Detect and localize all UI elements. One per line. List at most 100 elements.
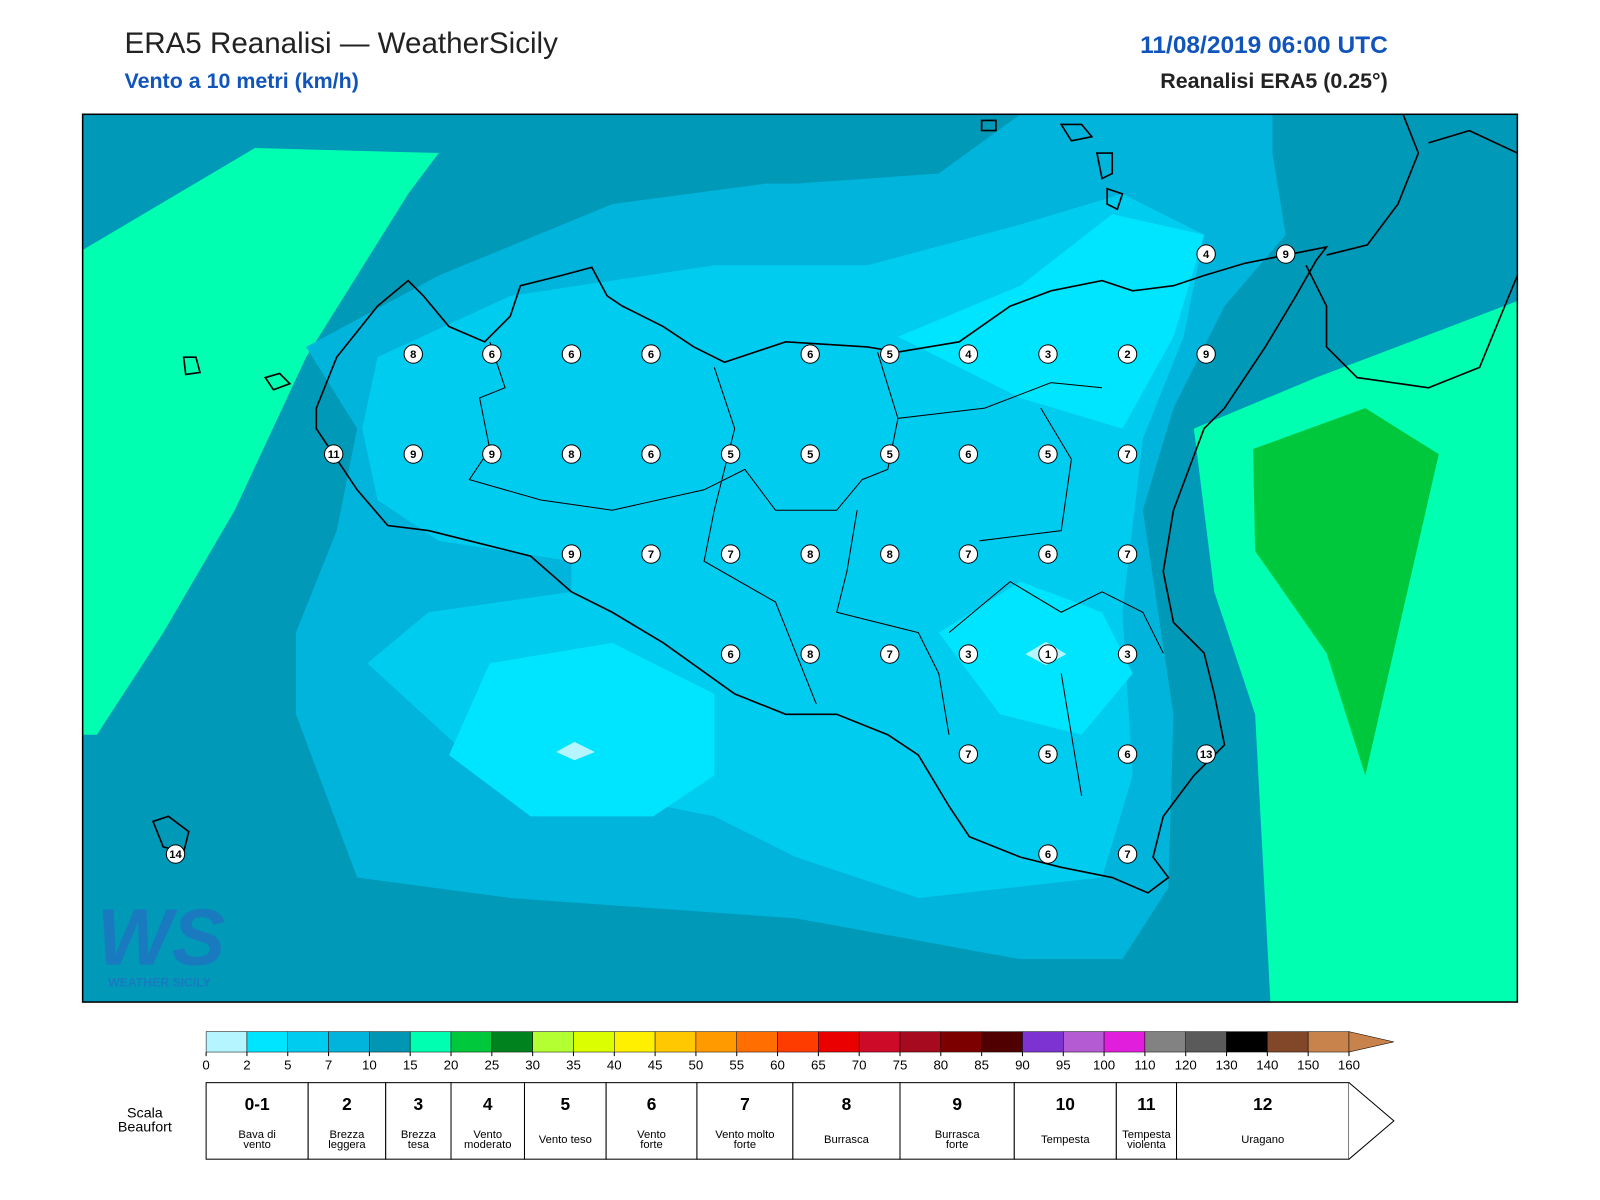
beaufort-force: 7 [740,1094,750,1114]
station-marker [800,444,820,464]
station-marker [561,344,582,364]
source: Reanalisi ERA5 (0.25°) [1160,69,1387,93]
colorbar-tick-label: 140 [1256,1057,1278,1072]
province-borders [468,341,1164,797]
colorbar-tick-label: 60 [770,1057,785,1072]
colorbar-bin [491,1031,533,1053]
station-marker [958,344,979,364]
station-marker [1276,244,1296,264]
wind-contour [556,741,595,761]
station-marker [1117,544,1138,564]
title: ERA5 Reanalisi — WeatherSicily [124,27,558,60]
beaufort-force: 0-1 [245,1094,270,1114]
beaufort-description: violenta [1127,1139,1166,1151]
beaufort-cell [1176,1082,1350,1160]
colorbar-tick-label: 25 [484,1057,499,1072]
subtitle: Vento a 10 metri (km/h) [124,69,358,93]
colorbar-tick-label: 120 [1175,1057,1197,1072]
beaufort-cell [605,1082,698,1160]
beaufort-description: vento [243,1139,270,1151]
beaufort-description: Vento molto [715,1129,774,1141]
colorbar-tick-label: 65 [811,1057,826,1072]
station-value: 8 [807,649,813,661]
station-value: 6 [1045,549,1051,561]
colorbar-tick-label: 2 [243,1057,250,1072]
station-value: 8 [807,549,813,561]
beaufort-label: Beaufort [118,1120,172,1136]
beaufort-cell [385,1082,452,1160]
logo-name: WEATHER SICILY [108,976,211,990]
station-marker [1038,344,1058,364]
station-value: 6 [807,349,813,361]
station-value: 6 [648,349,654,361]
beaufort-description: Tempesta [1122,1129,1171,1141]
colorbar-bin [899,1031,942,1053]
colorbar-bin [777,1031,819,1053]
colorbar-tick-label: 110 [1134,1057,1155,1072]
station-marker [1117,444,1138,464]
station-value: 7 [965,549,971,561]
beaufort-description: Vento teso [539,1134,592,1146]
colorbar-bin [450,1031,493,1053]
colorbar-bin [695,1031,737,1053]
colorbar-bin [858,1031,901,1053]
station-value: 4 [1203,249,1210,261]
colorbar-tick-label: 50 [689,1057,704,1072]
station-value: 7 [1124,549,1130,561]
beaufort-description: Brezza [329,1129,365,1141]
station-value: 6 [965,449,971,461]
station-marker [880,444,900,464]
station-value: 5 [887,349,893,361]
beaufort-description: Brezza [401,1129,437,1141]
station-marker [403,444,423,464]
station-value: 6 [568,349,574,361]
station-marker [641,344,661,364]
colorbar-tick-label: 70 [852,1057,867,1072]
wind-contour [448,642,715,817]
colorbar-bin [1185,1031,1227,1053]
station-value: 3 [1124,649,1130,661]
colorbar-tick-label: 130 [1215,1057,1237,1072]
colorbar-bin [287,1031,329,1053]
station-value: 7 [648,549,654,561]
beaufort-force: 5 [560,1094,570,1114]
colorbar-bin [1226,1031,1268,1053]
station-marker [1196,344,1216,364]
station-marker [958,744,979,764]
station-marker [561,444,582,464]
beaufort-cell [696,1082,794,1160]
station-markers: 4 98 6 6 6 6 5 4 3 2 911 9 9 8 6 5 5 5 6 5 79 7 7 8 8 7 6 76 8 7 3 1 37 5… [165,244,1296,864]
station-value: 7 [1124,449,1130,461]
beaufort-description: Bava di [238,1129,275,1141]
beaufort-force: 8 [842,1094,852,1114]
colorbar-tick-label: 5 [284,1057,291,1072]
wind-contour [1253,408,1439,776]
beaufort-label: Scala [127,1105,163,1121]
station-marker [1038,744,1058,764]
logo: WS WEATHER SICILY [97,892,225,989]
station-value: 13 [1200,749,1212,761]
station-marker [641,444,661,464]
station-marker [958,544,979,564]
station-marker [720,544,741,564]
colorbar-tick-label: 55 [729,1057,744,1072]
station-marker [880,644,900,664]
colorbar-bin [981,1031,1023,1053]
colorbar-bin [1022,1031,1064,1053]
colorbar-bin [736,1031,778,1053]
colorbar-tick-label: 80 [933,1057,948,1072]
colorbar-bin [1267,1031,1309,1053]
station-marker [800,544,820,564]
colorbar-bin [818,1031,860,1053]
beaufort-description: forte [734,1139,756,1151]
beaufort-cell [899,1082,1015,1160]
station-marker [641,544,661,564]
beaufort-cell [792,1082,901,1160]
station-marker [561,544,582,564]
station-value: 6 [1045,849,1051,861]
station-value: 9 [410,449,416,461]
station-value: 7 [1124,849,1130,861]
beaufort-force: 9 [952,1094,962,1114]
map-frame [81,113,1519,1003]
station-value: 4 [965,349,972,361]
